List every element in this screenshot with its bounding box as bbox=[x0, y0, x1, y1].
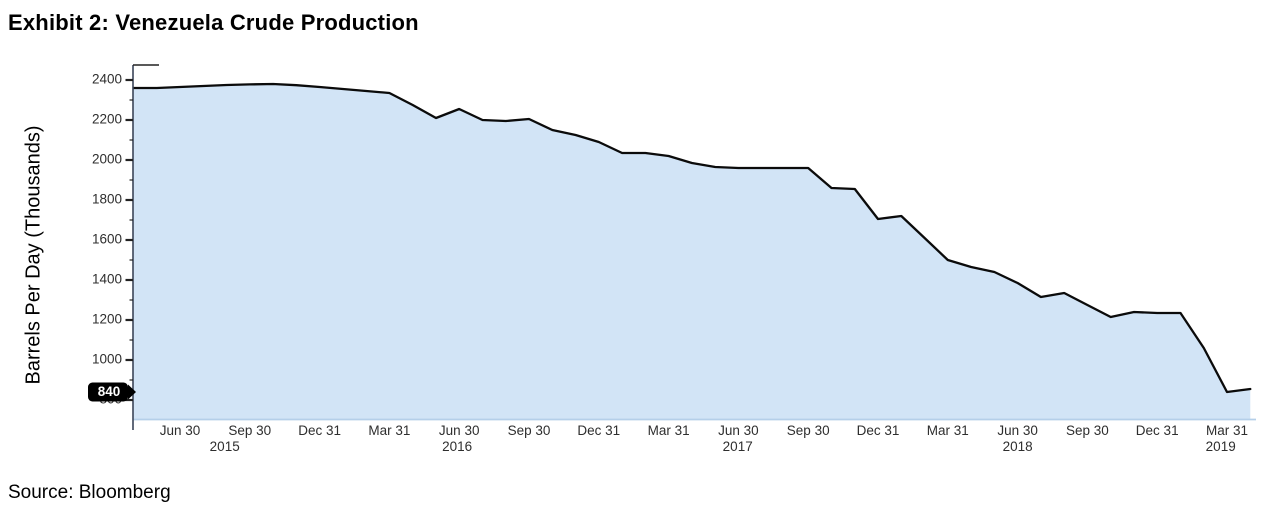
y-axis-ticks: 24002200200018001600140012001000800 bbox=[92, 72, 133, 407]
x-tick-label: Mar 31 bbox=[648, 423, 690, 438]
x-tick-label: Sep 30 bbox=[508, 423, 551, 438]
year-label: 2015 bbox=[210, 439, 240, 454]
y-tick-label: 2400 bbox=[92, 72, 122, 87]
y-tick-label: 1000 bbox=[92, 352, 122, 367]
year-label: 2019 bbox=[1206, 439, 1236, 454]
y-tick-label: 2000 bbox=[92, 152, 122, 167]
last-value-badge: 840 bbox=[88, 382, 136, 402]
x-tick-label: Jun 30 bbox=[160, 423, 201, 438]
x-tick-label: Dec 31 bbox=[298, 423, 341, 438]
x-tick-label: Mar 31 bbox=[927, 423, 969, 438]
x-tick-label: Sep 30 bbox=[787, 423, 830, 438]
x-axis-labels: Jun 30 Sep 30 Dec 31 Mar 31 Jun 30 Sep 30 Dec … bbox=[160, 423, 1248, 454]
x-tick-label: Sep 30 bbox=[228, 423, 271, 438]
year-label: 2016 bbox=[442, 439, 472, 454]
x-tick-label: Jun 30 bbox=[439, 423, 480, 438]
y-tick-label: 1400 bbox=[92, 272, 122, 287]
x-tick-label: Jun 30 bbox=[718, 423, 759, 438]
y-tick-label: 1800 bbox=[92, 192, 122, 207]
x-tick-label: Dec 31 bbox=[577, 423, 620, 438]
y-tick-label: 1600 bbox=[92, 232, 122, 247]
x-tick-label: Dec 31 bbox=[857, 423, 900, 438]
x-tick-label: Mar 31 bbox=[1206, 423, 1248, 438]
axes bbox=[132, 64, 1256, 430]
y-tick-label: 1200 bbox=[92, 312, 122, 327]
x-tick-label: Mar 31 bbox=[368, 423, 410, 438]
x-tick-label: Dec 31 bbox=[1136, 423, 1179, 438]
x-tick-label: Jun 30 bbox=[997, 423, 1038, 438]
area-series bbox=[132, 82, 1252, 420]
year-label: 2018 bbox=[1003, 439, 1033, 454]
y-tick-label: 2200 bbox=[92, 112, 122, 127]
page-title: Exhibit 2: Venezuela Crude Production bbox=[8, 10, 419, 35]
year-label: 2017 bbox=[723, 439, 753, 454]
source-note: Source: Bloomberg bbox=[8, 482, 171, 503]
last-value-text: 840 bbox=[98, 384, 121, 399]
production-line bbox=[132, 82, 1252, 394]
x-tick-label: Sep 30 bbox=[1066, 423, 1109, 438]
